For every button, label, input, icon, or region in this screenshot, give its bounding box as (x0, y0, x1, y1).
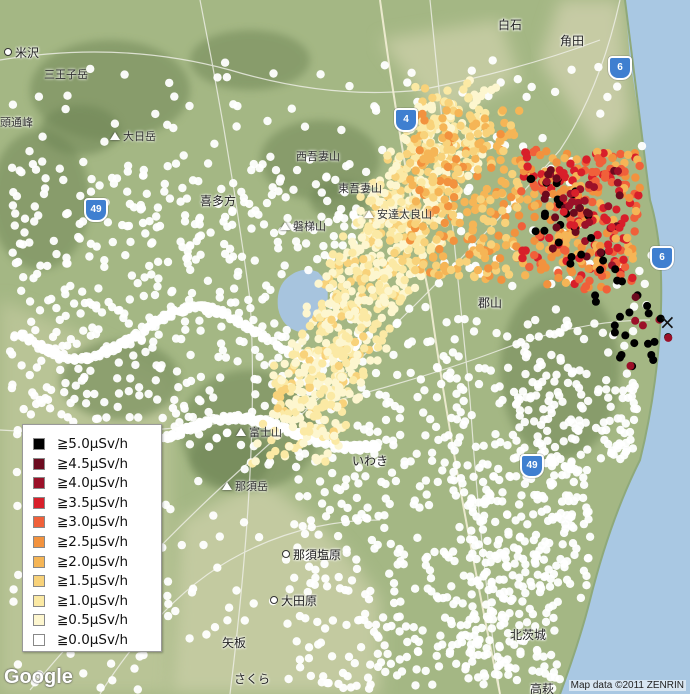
legend-label: ≧2.0μSv/h (57, 553, 129, 570)
place-label-otawara: 大田原 (270, 592, 317, 609)
place-label-sakura: さくら (234, 672, 271, 686)
nuclear-plant-marker[interactable]: × (659, 310, 676, 334)
route-shield-icon: 4 (394, 108, 418, 132)
legend-item: ≧4.0μSv/h (33, 473, 128, 493)
legend-label: ≧5.0μSv/h (57, 436, 129, 452)
mountain-label-nishiazuma: 西吾妻山 (296, 150, 340, 163)
legend-swatch (33, 516, 45, 529)
mountain-label-ooni: 大日岳 (110, 128, 156, 144)
place-label-takahagi: 高萩 (530, 682, 555, 694)
legend-swatch (33, 614, 45, 627)
legend-item: ≧3.5μSv/h (33, 493, 128, 513)
mountain-label-nasu: 那須岳 (222, 478, 268, 494)
route-shield-icon: 49 (520, 454, 544, 478)
place-label-kakuda: 角田 (560, 34, 585, 48)
place-label-hakuseki: 白石 (498, 18, 523, 32)
mountain-label-adatara: 安達太良山 (364, 206, 432, 222)
place-label-yonezawa: 米沢 (4, 44, 39, 61)
legend-swatch (33, 575, 45, 588)
google-logo[interactable]: Google (4, 666, 73, 688)
legend-item: ≧1.5μSv/h (33, 571, 128, 591)
route-shield-icon: 6 (650, 246, 674, 270)
legend-swatch (33, 438, 45, 450)
legend-item: ≧2.0μSv/h (33, 552, 128, 572)
mountain-icon (364, 210, 374, 218)
legend-item: ≧3.0μSv/h (33, 512, 128, 532)
mountain-label-higashiazuma: 東吾妻山 (338, 182, 382, 195)
legend-label: ≧0.0μSv/h (57, 632, 129, 648)
mountain-label-sannosuke: 三王子岳 (44, 68, 88, 81)
legend-swatch (33, 634, 45, 646)
legend-item: ≧5.0μSv/h (33, 434, 128, 454)
legend-item: ≧1.0μSv/h (33, 591, 128, 611)
legend-label: ≧1.0μSv/h (57, 592, 129, 609)
place-label-koriyama: 郡山 (478, 296, 503, 310)
mountain-label-bandai: 磐梯山 (280, 218, 326, 234)
legend-swatch (33, 477, 45, 490)
mountain-icon (222, 482, 232, 490)
legend-label: ≧1.5μSv/h (57, 573, 129, 590)
legend-item: ≧2.5μSv/h (33, 532, 128, 552)
legend-swatch (33, 594, 45, 607)
route-shield-icon: 49 (84, 198, 108, 222)
mountain-label-ayutsuru: 頭通峰 (0, 116, 33, 129)
map-attribution[interactable]: Map data ©2011 ZENRIN (568, 680, 686, 691)
legend-item: ≧0.0μSv/h (33, 630, 128, 650)
place-label-kitaibaraki: 北茨城 (510, 628, 547, 642)
legend-item: ≧0.5μSv/h (33, 610, 128, 630)
place-label-yaita: 矢板 (222, 636, 247, 650)
mountain-icon (280, 222, 290, 230)
legend-label: ≧3.5μSv/h (57, 494, 129, 511)
legend-swatch (33, 496, 45, 509)
place-label-nasushiobara: 那須塩原 (282, 546, 341, 563)
legend-label: ≧0.5μSv/h (57, 612, 129, 629)
legend-swatch (33, 536, 45, 548)
place-label-iwaki: いわき (352, 454, 389, 468)
legend-label: ≧4.0μSv/h (57, 475, 129, 492)
place-label-kitakata: 喜多方 (200, 194, 237, 208)
legend-label: ≧3.0μSv/h (57, 514, 129, 531)
legend-label: ≧4.5μSv/h (57, 455, 129, 472)
mountain-icon (236, 428, 246, 436)
legend-swatch (33, 555, 45, 568)
mountain-icon (110, 132, 120, 140)
route-shield-icon: 6 (608, 56, 632, 80)
legend: ≧5.0μSv/h ≧4.5μSv/h ≧4.0μSv/h ≧3.5μSv/h ≧3.0… (22, 424, 162, 652)
legend-swatch (33, 457, 45, 470)
mountain-label-fuji: 富士山 (236, 424, 282, 440)
legend-item: ≧4.5μSv/h (33, 454, 128, 474)
legend-label: ≧2.5μSv/h (57, 534, 129, 550)
